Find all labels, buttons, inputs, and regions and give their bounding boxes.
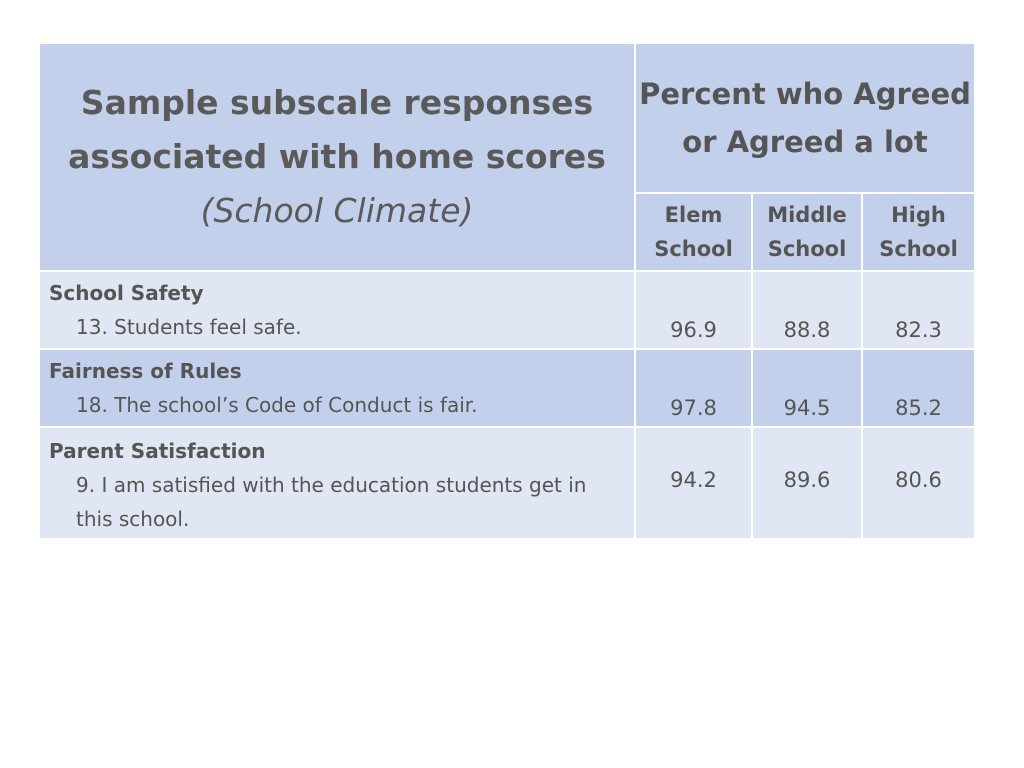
row-label: School Safety 13. Students feel safe.: [38, 270, 636, 350]
table-row: Parent Satisfaction 9. I am satisfied wi…: [38, 426, 976, 540]
percent-header: Percent who Agreed or Agreed a lot: [634, 42, 976, 194]
value-elem: 97.8: [634, 348, 753, 428]
value-middle: 88.8: [751, 270, 863, 350]
row-label: Parent Satisfaction 9. I am satisfied wi…: [38, 426, 636, 540]
value-elem: 96.9: [634, 270, 753, 350]
value-high: 82.3: [861, 270, 976, 350]
title-line-1: Sample subscale responses: [80, 83, 594, 122]
item: 13. Students feel safe.: [76, 315, 302, 339]
value-middle: 94.5: [751, 348, 863, 428]
value-elem: 94.2: [634, 426, 753, 540]
value-high: 80.6: [861, 426, 976, 540]
results-table: Sample subscale responses associated wit…: [38, 42, 976, 540]
category: School Safety: [49, 281, 204, 305]
col-header-elem: Elem School: [634, 192, 753, 272]
title-line-2: associated with home scores: [68, 137, 606, 176]
category: Fairness of Rules: [49, 359, 242, 383]
col-header-middle: Middle School: [751, 192, 863, 272]
item: 18. The school’s Code of Conduct is fair…: [76, 393, 478, 417]
value-middle: 89.6: [751, 426, 863, 540]
col-header-high: High School: [861, 192, 976, 272]
value-high: 85.2: [861, 348, 976, 428]
item: 9. I am satisfied with the education stu…: [76, 473, 587, 531]
row-label: Fairness of Rules 18. The school’s Code …: [38, 348, 636, 428]
table-row: School Safety 13. Students feel safe. 96…: [38, 270, 976, 350]
category: Parent Satisfaction: [49, 439, 266, 463]
table-row: Fairness of Rules 18. The school’s Code …: [38, 348, 976, 428]
table-title: Sample subscale responses associated wit…: [38, 42, 636, 272]
title-italic: (School Climate): [200, 191, 474, 230]
